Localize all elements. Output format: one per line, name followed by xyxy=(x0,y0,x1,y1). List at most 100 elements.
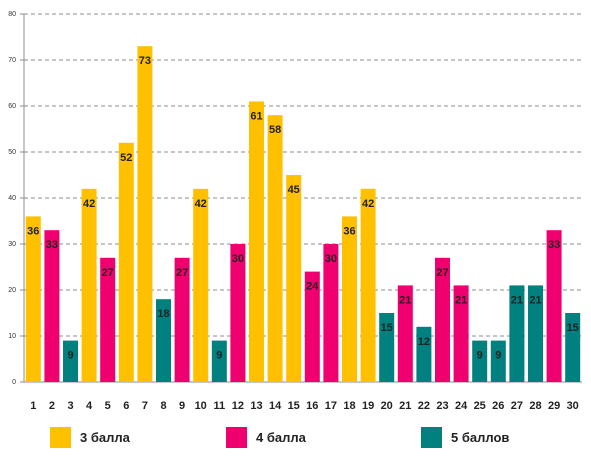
value-label: 52 xyxy=(120,152,132,164)
bar xyxy=(211,340,227,382)
value-label: 12 xyxy=(418,336,430,348)
value-label: 33 xyxy=(548,239,560,251)
legend-item-4-balla: 4 балла xyxy=(226,427,306,448)
y-tick-label: 80 xyxy=(8,11,16,18)
y-tick-label: 10 xyxy=(8,333,16,340)
value-label: 58 xyxy=(269,124,281,136)
bar xyxy=(286,175,302,382)
x-tick-label: 5 xyxy=(105,400,111,412)
x-tick-label: 19 xyxy=(362,400,374,412)
y-tick-label: 20 xyxy=(8,287,16,294)
bar xyxy=(453,285,469,382)
value-label: 73 xyxy=(139,55,151,67)
bar xyxy=(435,257,450,382)
value-label: 18 xyxy=(157,308,169,320)
value-label: 33 xyxy=(46,239,58,251)
bar xyxy=(323,244,339,382)
value-label: 9 xyxy=(495,350,501,362)
value-label: 30 xyxy=(232,253,244,265)
legend-label: 5 баллов xyxy=(451,430,510,445)
value-label: 21 xyxy=(511,294,523,306)
bar xyxy=(546,230,562,382)
x-tick-label: 13 xyxy=(250,400,262,412)
y-tick-label: 40 xyxy=(8,195,16,202)
bar xyxy=(379,313,395,382)
bar xyxy=(230,244,246,382)
x-tick-label: 8 xyxy=(160,400,166,412)
x-tick-label: 14 xyxy=(269,400,282,412)
bar xyxy=(193,188,209,382)
bar xyxy=(472,340,488,382)
value-label: 9 xyxy=(477,350,483,362)
legend-label: 3 балла xyxy=(80,430,130,445)
bar xyxy=(118,142,134,382)
x-tick-label: 21 xyxy=(399,400,411,412)
value-labels: 36 33 9 42 27 52 73 18 27 42 9 30 61 58 45 24 30 36 42 15 21… xyxy=(27,55,579,361)
bar xyxy=(174,257,190,382)
bar xyxy=(509,285,525,382)
value-label: 24 xyxy=(306,281,319,293)
x-tick-label: 9 xyxy=(179,400,185,412)
x-tick-label: 10 xyxy=(195,400,207,412)
bar xyxy=(267,115,283,382)
bar xyxy=(342,216,357,382)
y-tick-label: 50 xyxy=(8,149,16,156)
y-tick-label: 0 xyxy=(12,379,16,386)
x-tick-label: 15 xyxy=(288,400,300,412)
bar xyxy=(137,46,153,382)
bar xyxy=(44,230,60,382)
x-tick-label: 22 xyxy=(418,400,430,412)
x-tick-label: 18 xyxy=(343,400,355,412)
x-tick-label: 12 xyxy=(232,400,244,412)
value-label: 30 xyxy=(325,253,337,265)
y-tick-label: 30 xyxy=(8,241,16,248)
value-label: 9 xyxy=(67,350,73,362)
x-tick-label: 7 xyxy=(142,400,148,412)
value-label: 15 xyxy=(567,322,579,334)
y-tick-label: 70 xyxy=(8,57,16,64)
legend-item-3-balla: 3 балла xyxy=(50,427,130,448)
x-tick-label: 26 xyxy=(492,400,504,412)
value-label: 9 xyxy=(216,350,222,362)
value-label: 27 xyxy=(102,267,114,279)
bar xyxy=(249,101,264,383)
bar xyxy=(397,285,413,382)
bar xyxy=(63,340,78,382)
x-tick-label: 2 xyxy=(49,400,55,412)
x-tick-label: 17 xyxy=(325,400,337,412)
value-label: 42 xyxy=(83,198,95,210)
legend-label: 4 балла xyxy=(256,430,306,445)
legend-swatch xyxy=(421,427,442,448)
x-tick-labels: 1 2 3 4 5 6 7 8 9 10 11 12 13 14 15 16 17 18 19 20 21 22 23 24 2… xyxy=(30,400,579,412)
bar xyxy=(156,299,171,382)
value-label: 27 xyxy=(436,267,448,279)
x-tick-label: 16 xyxy=(306,400,318,412)
x-tick-label: 23 xyxy=(436,400,448,412)
value-label: 27 xyxy=(176,267,188,279)
gridlines xyxy=(24,13,582,337)
x-tick-label: 30 xyxy=(567,400,579,412)
value-label: 42 xyxy=(362,198,374,210)
value-label: 21 xyxy=(529,294,541,306)
bar xyxy=(490,340,506,382)
x-tick-label: 27 xyxy=(511,400,523,412)
y-tick-label: 60 xyxy=(8,103,16,110)
value-label: 21 xyxy=(399,294,411,306)
legend-swatch xyxy=(226,427,247,448)
value-label: 36 xyxy=(343,225,355,237)
value-label: 45 xyxy=(288,184,300,196)
bar xyxy=(360,188,376,382)
value-label: 36 xyxy=(27,225,39,237)
bar xyxy=(81,188,97,382)
x-tick-label: 3 xyxy=(67,400,73,412)
bar xyxy=(25,216,41,382)
bar xyxy=(416,326,432,382)
x-tick-label: 4 xyxy=(86,400,93,412)
y-axis: 0 10 20 30 40 50 60 70 80 xyxy=(8,11,582,386)
legend-item-5-ballov: 5 баллов xyxy=(421,427,509,448)
x-tick-label: 6 xyxy=(123,400,129,412)
x-tick-label: 28 xyxy=(529,400,541,412)
x-tick-label: 24 xyxy=(455,400,468,412)
legend-swatch xyxy=(50,427,71,448)
